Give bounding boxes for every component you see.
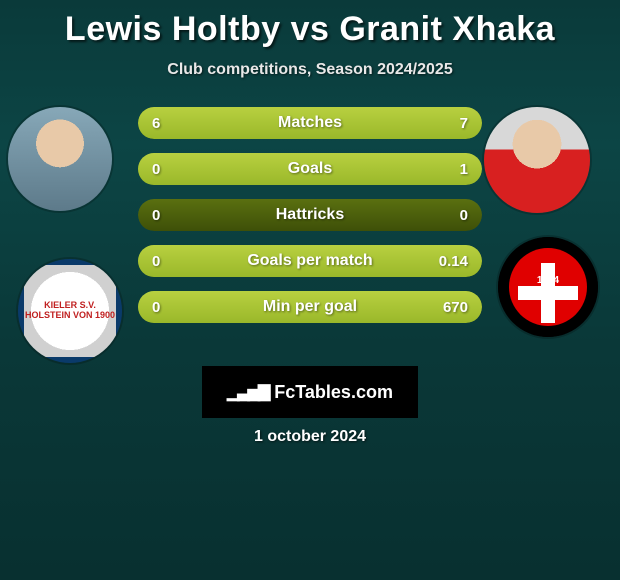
page-title: Lewis Holtby vs Granit Xhaka	[0, 0, 620, 49]
stat-label: Goals per match	[138, 245, 482, 277]
stat-row: 01Goals	[138, 153, 482, 185]
club-right-badge: 1904	[498, 237, 598, 337]
player-right-avatar	[484, 107, 590, 213]
stat-label: Hattricks	[138, 199, 482, 231]
club-right-cross-icon	[518, 286, 578, 300]
comparison-area: KIELER S.V. HOLSTEIN VON 1900 1904 67Mat…	[0, 107, 620, 367]
stat-label: Min per goal	[138, 291, 482, 323]
club-left-label: KIELER S.V. HOLSTEIN VON 1900	[24, 301, 116, 321]
player-left-avatar	[8, 107, 112, 211]
club-right-badge-icon: 1904	[498, 237, 598, 337]
player-right-face-icon	[484, 107, 590, 213]
stat-row: 67Matches	[138, 107, 482, 139]
stat-label: Goals	[138, 153, 482, 185]
stat-row: 00Hattricks	[138, 199, 482, 231]
stat-row: 0670Min per goal	[138, 291, 482, 323]
brand-bars-icon: ▁▃▅▇	[227, 382, 268, 402]
subtitle: Club competitions, Season 2024/2025	[0, 61, 620, 79]
stat-label: Matches	[138, 107, 482, 139]
date-label: 1 october 2024	[0, 428, 620, 446]
stat-row: 00.14Goals per match	[138, 245, 482, 277]
brand-label: FcTables.com	[274, 382, 393, 403]
club-left-badge-icon: KIELER S.V. HOLSTEIN VON 1900	[18, 259, 122, 363]
player-left-face-icon	[8, 107, 112, 211]
brand-badge: ▁▃▅▇ FcTables.com	[202, 366, 418, 418]
club-left-badge: KIELER S.V. HOLSTEIN VON 1900	[18, 259, 122, 363]
stats-bar-chart: 67Matches 01Goals 00Hattricks 00.14Goals pe…	[138, 107, 482, 337]
